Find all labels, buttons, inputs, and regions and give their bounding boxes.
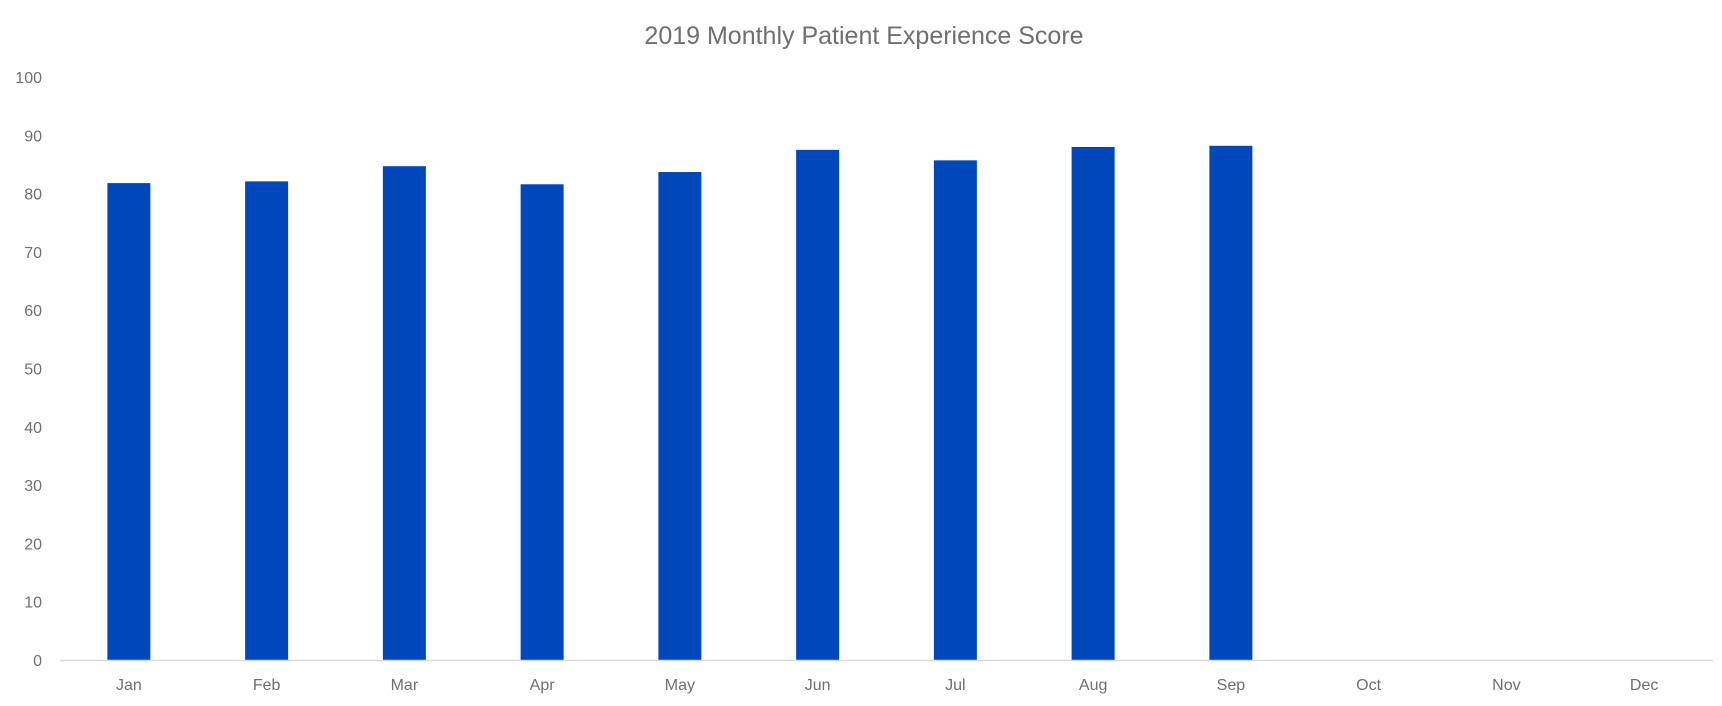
x-tick-label: Feb (253, 677, 281, 694)
x-axis-ticks: Jan Feb Mar Apr May Jun Jul Aug Sep Oct Nov Dec (116, 677, 1658, 694)
bar-aug (1071, 146, 1115, 660)
bar-jul (933, 160, 977, 660)
bar-apr (520, 184, 564, 660)
y-tick-label: 70 (24, 245, 42, 262)
bar-jun (796, 149, 840, 660)
y-tick-label: 10 (24, 595, 42, 612)
x-tick-label: Oct (1356, 677, 1381, 694)
x-tick-label: Dec (1630, 677, 1658, 694)
y-tick-label: 40 (24, 420, 42, 437)
y-tick-label: 0 (33, 653, 42, 670)
x-tick-label: Mar (391, 677, 419, 694)
chart-title: 2019 Monthly Patient Experience Score (644, 22, 1083, 50)
x-tick-label: Jan (116, 677, 142, 694)
y-tick-label: 50 (24, 362, 42, 379)
x-tick-label: Aug (1079, 677, 1107, 694)
bar-feb (245, 181, 289, 660)
y-tick-label: 100 (15, 70, 42, 87)
bar-sep (1209, 145, 1253, 660)
x-tick-label: Nov (1492, 677, 1520, 694)
x-tick-label: Apr (530, 677, 556, 694)
x-tick-label: May (665, 677, 695, 694)
bar-mar (382, 166, 426, 660)
x-tick-label: Jun (805, 677, 831, 694)
y-tick-label: 30 (24, 478, 42, 495)
x-tick-label: Sep (1217, 677, 1246, 694)
bar-jan (107, 183, 151, 660)
x-tick-label: Jul (945, 677, 965, 694)
bar-may (658, 172, 702, 661)
y-axis-ticks: 0 10 20 30 40 50 60 70 80 90 100 (15, 70, 42, 670)
y-tick-label: 90 (24, 128, 42, 145)
y-tick-label: 20 (24, 536, 42, 553)
y-tick-label: 60 (24, 303, 42, 320)
bars-group (107, 145, 1253, 661)
y-tick-label: 80 (24, 187, 42, 204)
